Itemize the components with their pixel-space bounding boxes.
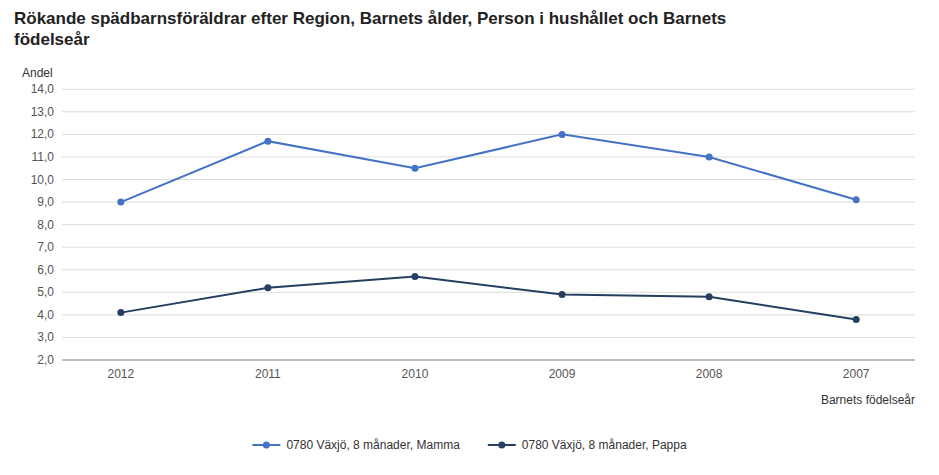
grid-line — [62, 111, 915, 112]
legend-item: 0780 Växjö, 8 månader, Mamma — [252, 438, 460, 452]
point — [559, 291, 566, 298]
series-line — [121, 134, 856, 202]
x-axis-line — [62, 360, 915, 361]
point — [411, 273, 418, 280]
grid-line — [62, 314, 915, 315]
y-tick-label: 13,0 — [31, 105, 55, 119]
x-axis-label: Barnets födelseår — [821, 393, 915, 407]
y-tick-label: 3,0 — [37, 330, 54, 344]
grid-line — [62, 202, 915, 203]
title: Rökande spädbarnsföräldrar efter Region,… — [14, 9, 726, 49]
legend-marker — [263, 442, 270, 449]
y-tick-label: 10,0 — [31, 173, 55, 187]
y-axis-label: Andel — [22, 66, 53, 80]
legend: 0780 Växjö, 8 månader, Mamma 0780 Växjö, … — [252, 438, 687, 452]
point — [853, 316, 860, 323]
y-tick-label: 14,0 — [31, 82, 55, 96]
title-line: födelseår — [14, 30, 90, 49]
chart: Rökande spädbarnsföräldrar efter Region,… — [0, 0, 939, 475]
x-tick-label: 2012 — [107, 367, 134, 381]
point — [559, 131, 566, 138]
grid — [62, 89, 915, 360]
y-tick-label: 7,0 — [37, 240, 54, 254]
series-line — [121, 277, 856, 320]
grid-line — [62, 156, 915, 157]
y-tick-label: 11,0 — [32, 150, 55, 164]
x-tick-label: 2008 — [696, 367, 723, 381]
x-tick-label: 2010 — [402, 367, 429, 381]
grid-line — [62, 89, 915, 90]
point — [853, 196, 860, 203]
y-tick-label: 9,0 — [37, 195, 54, 209]
point — [411, 165, 418, 172]
grid-line — [62, 269, 915, 270]
legend-label: 0780 Växjö, 8 månader, Pappa — [522, 438, 687, 452]
series — [117, 131, 859, 206]
point — [264, 138, 271, 145]
legend-item: 0780 Växjö, 8 månader, Pappa — [488, 438, 687, 452]
point — [706, 293, 713, 300]
grid-line — [62, 134, 915, 135]
plot-area — [117, 131, 859, 323]
x-tick-label: 2009 — [549, 367, 576, 381]
series — [117, 273, 859, 323]
point — [117, 199, 124, 206]
legend-label: 0780 Växjö, 8 månader, Mamma — [286, 438, 460, 452]
x-tick-label: 2011 — [255, 367, 281, 381]
y-tick-label: 5,0 — [37, 285, 54, 299]
y-tick-label: 2,0 — [37, 353, 54, 367]
point — [706, 153, 713, 160]
grid-line — [62, 292, 915, 293]
y-tick-label: 8,0 — [37, 218, 54, 232]
grid-line — [62, 224, 915, 225]
title-line: Rökande spädbarnsföräldrar efter Region,… — [14, 9, 726, 28]
point — [264, 284, 271, 291]
grid-line — [62, 247, 915, 248]
point — [117, 309, 124, 316]
grid-line — [62, 337, 915, 338]
y-tick-label: 6,0 — [37, 263, 54, 277]
legend-marker — [498, 442, 505, 449]
x-tick-label: 2007 — [843, 367, 870, 381]
grid-line — [62, 360, 915, 361]
y-tick-label: 12,0 — [31, 127, 55, 141]
y-tick-label: 4,0 — [37, 308, 54, 322]
